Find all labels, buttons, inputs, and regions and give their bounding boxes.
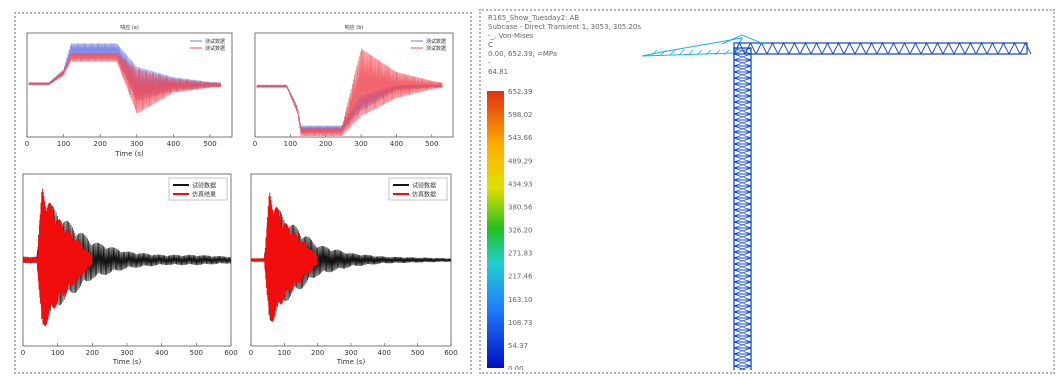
counter-jib-bracing (651, 49, 739, 56)
legend-label: 测试数据 (205, 38, 225, 45)
x-tick-label: 0 (253, 140, 257, 148)
tower-head (721, 34, 765, 45)
legend-label: 测试数据 (426, 38, 446, 45)
chart-title: 响应 (a) (120, 24, 139, 31)
colorbar-label: 0.00 (508, 365, 524, 370)
x-tick-label: 300 (344, 349, 357, 357)
x-tick-label: 600 (224, 349, 237, 357)
x-tick-label: 500 (411, 349, 424, 357)
x-axis-label: Time (s) (114, 150, 144, 158)
series-line (22, 188, 93, 327)
colorbar-label: 326.20 (508, 227, 533, 235)
tower-bracing (733, 47, 752, 370)
x-tick-label: 0 (25, 140, 29, 148)
counter-jib (641, 37, 744, 57)
x-tick-label: 100 (51, 349, 64, 357)
x-tick-label: 300 (354, 140, 367, 148)
chart-title: 响应 (b) (345, 24, 364, 31)
left-panel-frame (14, 12, 472, 374)
colorbar-label: 543.66 (508, 134, 533, 142)
legend-label: 试验数据 (412, 182, 436, 190)
colorbar-label: 217.46 (508, 273, 533, 281)
x-axis-label: Time (s) (336, 358, 366, 365)
x-tick-label: 0 (249, 349, 253, 357)
legend-label: 试验数据 (192, 182, 216, 190)
series-line (28, 52, 222, 114)
colorbar-label: 380.56 (508, 203, 533, 211)
fea-info-line: 64.81 (488, 68, 509, 76)
fea-info-block: R165_Show_Tuesday2: AB Subcase - Direct … (488, 14, 641, 77)
colorbar-label: 598.02 (508, 111, 533, 119)
fea-info-line: -_, Von-Mises (488, 32, 534, 40)
colorbar-label: 434.93 (508, 180, 533, 188)
x-tick-label: 300 (130, 140, 143, 148)
fea-info-line: Subcase - Direct Transient 1, 3053, 305.… (488, 23, 642, 31)
colorbar-label: 489.29 (508, 157, 533, 165)
x-tick-label: 100 (278, 349, 291, 357)
x-tick-label: 100 (57, 140, 70, 148)
fea-info-line: R165_Show_Tuesday2: AB (488, 14, 580, 22)
jib-bracing (733, 41, 1032, 55)
colorbar-label: 652.39 (508, 88, 533, 96)
x-tick-label: 500 (190, 349, 203, 357)
series-line (250, 192, 318, 322)
fea-info-line: C (488, 41, 493, 49)
crane-fea-view: 652.39 598.02 543.66 489.29 434.93 380.56 326.… (487, 34, 1032, 370)
fea-info-line: 0.00, 652.39, =MPa (488, 50, 558, 58)
colorbar-label: 163.10 (508, 296, 533, 304)
x-tick-label: 0 (21, 349, 25, 357)
legend-label: 测试数据 (205, 45, 225, 52)
x-tick-label: 200 (311, 349, 324, 357)
fea-info-line: - (488, 59, 491, 67)
series-line (256, 48, 443, 137)
legend-label: 测试数据 (426, 45, 446, 52)
x-tick-label: 200 (86, 349, 99, 357)
legend-label: 仿真数据 (412, 191, 436, 199)
x-axis-label: Time (s) (112, 358, 142, 365)
x-tick-label: 100 (284, 140, 297, 148)
crane-tower (733, 47, 752, 370)
legend-label: 仿真结果 (192, 191, 216, 199)
x-tick-label: 300 (120, 349, 133, 357)
colorbar-label: 108.73 (508, 319, 533, 327)
crane-jib (641, 34, 1032, 57)
colorbar-label: 54.37 (508, 342, 528, 350)
x-tick-label: 400 (167, 140, 180, 148)
x-tick-label: 400 (155, 349, 168, 357)
right-panel-frame (479, 9, 1055, 374)
x-tick-label: 600 (444, 349, 457, 357)
x-tick-label: 400 (390, 140, 403, 148)
jib-chords (733, 42, 1028, 55)
x-tick-label: 200 (319, 140, 332, 148)
x-tick-label: 400 (378, 349, 391, 357)
colorbar-label: 271.83 (508, 250, 533, 258)
x-tick-label: 200 (94, 140, 107, 148)
colorbar (487, 91, 504, 368)
x-tick-label: 500 (425, 140, 438, 148)
x-tick-label: 500 (203, 140, 216, 148)
